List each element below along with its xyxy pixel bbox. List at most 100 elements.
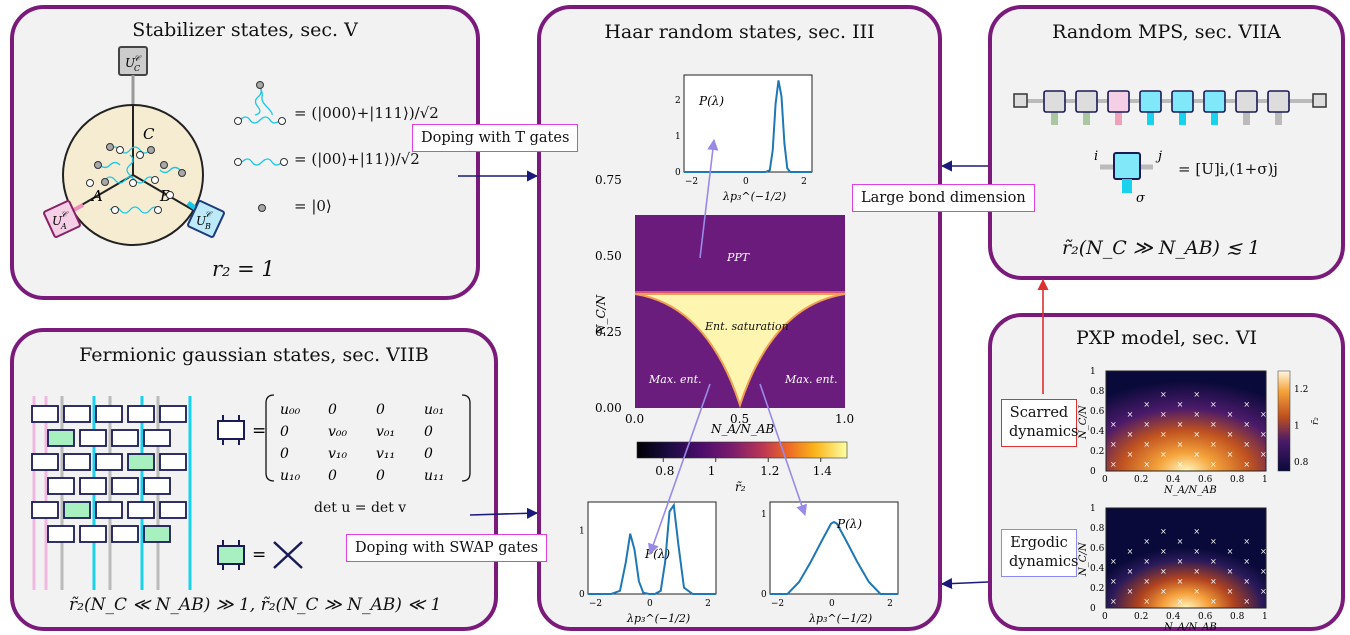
ytick: 0: [579, 590, 585, 600]
pxp-mark: ×: [1243, 460, 1250, 469]
xtick: −2: [589, 599, 602, 609]
region-c-label: C: [143, 125, 155, 143]
pxp-mark: ×: [1110, 440, 1117, 449]
pd-xtick: 0.0: [625, 412, 644, 426]
eq-bell: = (|00⟩+|11⟩)/√2: [294, 150, 420, 168]
pxp-mark: ×: [1110, 460, 1117, 469]
pxp-mark: ×: [1127, 587, 1134, 596]
pxp-panel: PXP model, sec. VI 0 0.2 0.4 0.6 0.8 1 0 0.2 0.4…: [988, 313, 1345, 631]
mps-equation: = [U]i,(1+σ)j: [1178, 160, 1278, 178]
pxp-ylabel: N_C/N: [1078, 541, 1089, 577]
pxp-mark: ×: [1143, 400, 1150, 409]
pxp-mark: ×: [1193, 430, 1200, 439]
mps-leg: [1179, 111, 1186, 125]
pxp-mark: ×: [1127, 547, 1134, 556]
xtick: 2: [887, 599, 893, 609]
stabilizer-title: Stabilizer states, sec. V: [132, 19, 358, 41]
pxp-xtick: 0.6: [1198, 612, 1213, 622]
mps-end: [1013, 93, 1028, 108]
plot-xlabel: λp₃^(−1/2): [722, 190, 786, 203]
pxp-xtick: 0.6: [1198, 475, 1213, 485]
gaussian-gate: [31, 405, 59, 423]
pxp-xtick: 0.4: [1166, 612, 1181, 622]
gaussian-gate: [95, 501, 123, 519]
pxp-title: PXP model, sec. VI: [1075, 327, 1258, 349]
P-lambda-top-plot: −2 0 2 0 1 2 P(λ) λp₃^(−1/2): [675, 74, 813, 203]
pxp-mark: ×: [1260, 430, 1267, 439]
pxp-ytick: 1: [1090, 367, 1096, 377]
pxp-mark: ×: [1193, 410, 1200, 419]
matrix-entry: 0: [376, 468, 385, 484]
xtick: 0: [829, 599, 835, 609]
pxp-ylabel: N_C/N: [1078, 404, 1089, 440]
t-gates-label: Doping with T gates: [412, 124, 579, 152]
fermionic-title: Fermionic gaussian states, sec. VIIB: [79, 344, 429, 366]
svg-text:U: U: [125, 56, 136, 70]
cb-label: r̃₂: [735, 480, 746, 494]
pxp-mark: ×: [1160, 410, 1167, 419]
eq-zero: = |0⟩: [294, 197, 332, 215]
swap-gate: [143, 525, 171, 543]
pd-xtick: 0.5: [730, 412, 749, 426]
matrix-entry: v₁₁: [376, 446, 395, 462]
pxp-ytick: 0.6: [1090, 407, 1105, 417]
pxp-mark: ×: [1110, 557, 1117, 566]
xtick: 2: [801, 177, 807, 187]
matrix-entry: 0: [424, 446, 433, 462]
p-lambda-curve: [770, 520, 898, 595]
pd-ylabel: N_C/N: [594, 294, 608, 336]
pxp-mark: ×: [1243, 440, 1250, 449]
gaussian-gate: [95, 453, 123, 471]
ytick: 2: [675, 96, 681, 106]
matrix-entry: 0: [376, 402, 385, 418]
pxp-cb-tick: 1.2: [1294, 385, 1308, 395]
bond-dimension-label: Large bond dimension: [852, 184, 1035, 212]
mps-chain: i j σ: [1013, 90, 1327, 206]
pxp-ytick: 0.8: [1090, 387, 1105, 397]
gaussian-gate: [95, 405, 123, 423]
gaussian-gate: [111, 525, 139, 543]
pxp-mark: ×: [1127, 410, 1134, 419]
pxp-cb-tick: 1: [1294, 422, 1300, 432]
pxp-mark: ×: [1243, 420, 1250, 429]
pxp-mark: ×: [1160, 450, 1167, 459]
matrix-entry: v₁₀: [328, 446, 348, 462]
mps-leg: [1051, 111, 1058, 125]
pd-xlabel: N_A/N_AB: [710, 422, 774, 436]
pxp-xlabel: N_A/N_AB: [1163, 622, 1217, 631]
matrix-entry: v₀₀: [328, 424, 348, 440]
pxp-mark: ×: [1260, 567, 1267, 576]
pxp-mark: ×: [1227, 587, 1234, 596]
pxp-mark: ×: [1143, 597, 1150, 606]
matrix-entry: u₁₀: [280, 468, 301, 484]
matrix-entry: u₀₀: [280, 402, 301, 418]
pd-ytick: 0.75: [595, 173, 622, 187]
matrix-entry: 0: [328, 402, 337, 418]
pxp-ytick: 1: [1090, 504, 1096, 514]
mps-leg: [1211, 111, 1218, 125]
pxp-mark: ×: [1127, 430, 1134, 439]
mps-index-j: j: [1155, 149, 1162, 164]
pxp-mark: ×: [1193, 587, 1200, 596]
region-ent-sat: Ent. saturation: [704, 320, 789, 333]
haar-title: Haar random states, sec. III: [604, 21, 875, 43]
pxp-mark: ×: [1193, 547, 1200, 556]
gaussian-gate: [47, 525, 75, 543]
pxp-mark: ×: [1243, 537, 1250, 546]
mps-result: r̃₂(N_C ≫ N_AB) ≲ 1: [1062, 237, 1261, 259]
pxp-xtick: 0.4: [1166, 475, 1181, 485]
svg-text:A: A: [60, 222, 67, 231]
pxp-mark: ×: [1110, 597, 1117, 606]
pxp-mark: ×: [1177, 577, 1184, 586]
matrix-entry: 0: [280, 424, 289, 440]
svg-text:U: U: [52, 214, 63, 228]
pxp-cb-label: r̃₂: [1310, 417, 1321, 425]
pxp-xtick: 0.8: [1230, 475, 1245, 485]
pxp-mark: ×: [1243, 400, 1250, 409]
mps-leg: [1115, 111, 1122, 125]
pxp-mark: ×: [1177, 400, 1184, 409]
pxp-mark: ×: [1227, 410, 1234, 419]
pxp-ytick: 0.8: [1090, 524, 1105, 534]
xtick: −2: [685, 177, 698, 187]
gaussian-gate: [63, 453, 91, 471]
